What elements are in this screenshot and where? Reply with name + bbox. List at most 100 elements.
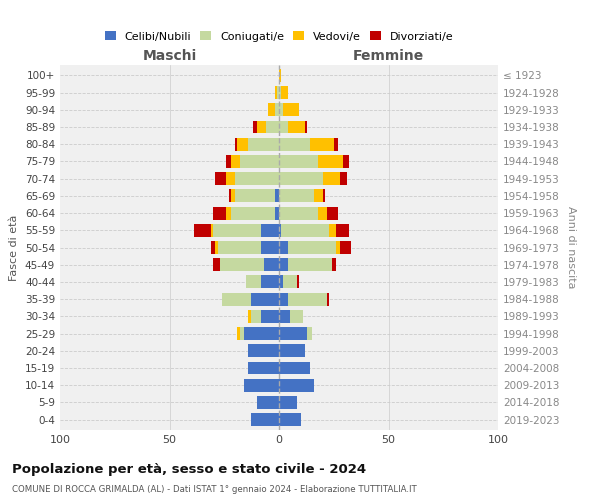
Bar (239, 327, 244, 340)
Bar (340, 241, 351, 254)
Bar (275, 104, 279, 116)
Bar (239, 155, 279, 168)
Bar (340, 172, 347, 185)
Bar (215, 241, 218, 254)
Bar (248, 138, 279, 150)
Bar (262, 241, 279, 254)
Bar (231, 206, 275, 220)
Bar (268, 104, 275, 116)
Bar (279, 292, 288, 306)
Bar (288, 120, 305, 134)
Bar (262, 276, 279, 288)
Bar (246, 276, 262, 288)
Bar (248, 310, 251, 323)
Bar (319, 155, 343, 168)
Bar (253, 120, 257, 134)
Bar (281, 224, 329, 236)
Bar (257, 120, 266, 134)
Bar (277, 86, 279, 99)
Bar (251, 292, 279, 306)
Bar (214, 206, 226, 220)
Bar (279, 104, 283, 116)
Y-axis label: Fasce di età: Fasce di età (10, 214, 19, 280)
Bar (275, 190, 279, 202)
Bar (238, 138, 248, 150)
Legend: Celibi/Nubili, Coniugati/e, Vedovi/e, Divorziati/e: Celibi/Nubili, Coniugati/e, Vedovi/e, Di… (100, 27, 458, 46)
Bar (211, 224, 214, 236)
Bar (323, 190, 325, 202)
Bar (251, 310, 262, 323)
Bar (262, 224, 279, 236)
Bar (279, 138, 310, 150)
Bar (327, 206, 338, 220)
Bar (327, 292, 329, 306)
Bar (194, 224, 211, 236)
Bar (307, 327, 312, 340)
Bar (310, 138, 334, 150)
Bar (266, 120, 279, 134)
Bar (279, 86, 281, 99)
Bar (336, 241, 340, 254)
Bar (218, 241, 262, 254)
Bar (248, 362, 279, 374)
Bar (279, 258, 288, 271)
Bar (226, 206, 231, 220)
Bar (275, 206, 279, 220)
Bar (319, 206, 327, 220)
Bar (279, 206, 319, 220)
Bar (279, 69, 281, 82)
Bar (244, 379, 279, 392)
Bar (279, 344, 305, 358)
Bar (214, 224, 262, 236)
Bar (279, 172, 323, 185)
Bar (263, 258, 279, 271)
Bar (235, 138, 238, 150)
Bar (215, 172, 226, 185)
Bar (279, 327, 307, 340)
Bar (238, 327, 239, 340)
Bar (262, 310, 279, 323)
Text: Femmine: Femmine (353, 50, 424, 64)
Y-axis label: Anni di nascita: Anni di nascita (566, 206, 576, 289)
Bar (279, 310, 290, 323)
Bar (336, 224, 349, 236)
Bar (222, 292, 251, 306)
Bar (296, 276, 299, 288)
Bar (279, 362, 310, 374)
Bar (332, 258, 336, 271)
Text: Maschi: Maschi (142, 50, 197, 64)
Bar (290, 310, 303, 323)
Bar (229, 190, 231, 202)
Bar (226, 172, 235, 185)
Bar (248, 344, 279, 358)
Bar (235, 190, 275, 202)
Bar (214, 258, 220, 271)
Bar (281, 86, 288, 99)
Text: Popolazione per età, sesso e stato civile - 2024: Popolazione per età, sesso e stato civil… (12, 462, 366, 475)
Bar (283, 104, 299, 116)
Bar (279, 155, 319, 168)
Bar (279, 276, 283, 288)
Bar (220, 258, 263, 271)
Bar (279, 190, 314, 202)
Bar (279, 396, 296, 409)
Bar (257, 396, 279, 409)
Bar (305, 120, 307, 134)
Bar (288, 258, 332, 271)
Bar (279, 120, 288, 134)
Bar (211, 241, 215, 254)
Bar (288, 292, 327, 306)
Bar (283, 276, 296, 288)
Bar (279, 241, 288, 254)
Bar (323, 172, 340, 185)
Bar (231, 190, 235, 202)
Bar (231, 155, 239, 168)
Bar (235, 172, 279, 185)
Text: COMUNE DI ROCCA GRIMALDA (AL) - Dati ISTAT 1° gennaio 2024 - Elaborazione TUTTIT: COMUNE DI ROCCA GRIMALDA (AL) - Dati IST… (12, 485, 417, 494)
Bar (288, 241, 336, 254)
Bar (329, 224, 336, 236)
Bar (244, 327, 279, 340)
Bar (279, 224, 281, 236)
Bar (334, 138, 338, 150)
Bar (251, 413, 279, 426)
